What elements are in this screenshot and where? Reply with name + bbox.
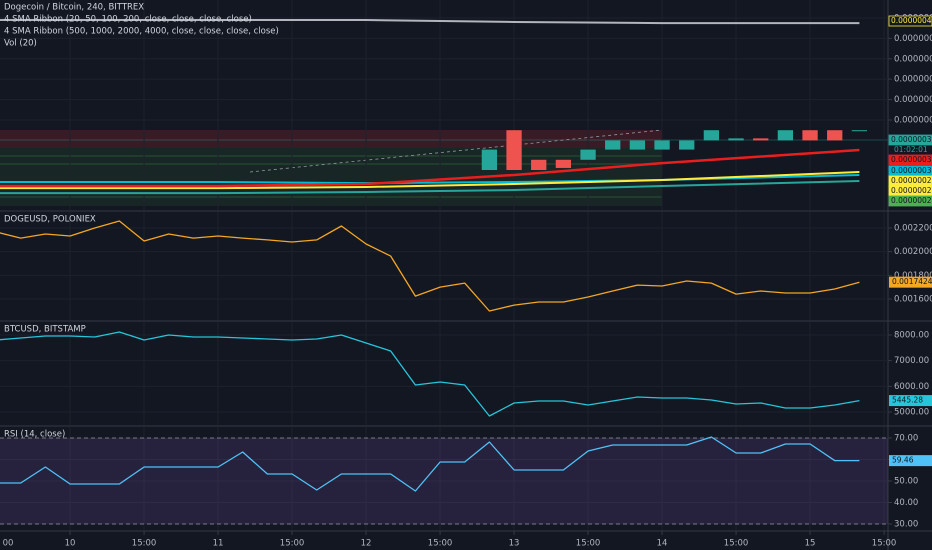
y-tick-label: 5000.00 — [894, 408, 929, 418]
y-tick-label: 40.00 — [894, 498, 918, 508]
indicator-label: 4 SMA Ribbon (20, 50, 100, 200, close, c… — [4, 15, 252, 25]
x-tick-label: 15:00 — [132, 539, 157, 549]
price-line — [0, 331, 860, 417]
y-tick-label: 0.00180000 — [894, 271, 932, 281]
last-value-label: 0.00174249 — [892, 277, 932, 286]
last-value-box — [889, 455, 932, 467]
price-line — [0, 220, 860, 312]
last-value-label: 59.46 — [892, 456, 914, 465]
last-value-box — [889, 395, 932, 407]
candle-body — [506, 130, 522, 170]
last-value-box — [889, 276, 932, 288]
price-label: 0.00000029 — [891, 186, 932, 195]
zone-green — [0, 148, 662, 206]
y-tick-label: 0.00220000 — [894, 223, 932, 233]
candle-body — [827, 130, 843, 141]
indicator-label: Vol (20) — [4, 39, 37, 49]
indicator-label: 4 SMA Ribbon (500, 1000, 2000, 4000, clo… — [4, 27, 279, 37]
y-tick-label: 0.00000042 — [894, 34, 932, 44]
x-tick-label: 15 — [805, 539, 816, 549]
price-label: 0.00000030 — [891, 166, 932, 175]
price-label: 0.00000029 — [891, 176, 932, 185]
countdown: 01:02:01 — [894, 145, 928, 154]
sma-line — [0, 19, 860, 25]
candle-body — [728, 138, 744, 141]
sma-line — [0, 148, 860, 188]
sma-line — [0, 171, 860, 190]
price-label-box — [888, 154, 932, 166]
y-tick-label: 30.00 — [894, 519, 918, 529]
y-tick-label: 0.00160000 — [894, 295, 932, 305]
candle-body — [605, 140, 621, 150]
y-tick-label: 7000.00 — [894, 356, 929, 366]
price-label: 0.00000043 — [891, 16, 932, 25]
x-tick-label: 15:00 — [428, 539, 453, 549]
y-tick-label: 70.00 — [894, 433, 918, 443]
pane-title: RSI (14, close) — [4, 430, 65, 440]
rsi-band — [0, 437, 888, 524]
candle-body — [753, 138, 769, 141]
zone-red — [0, 130, 662, 148]
last-value-label: 5445.28 — [892, 396, 923, 405]
y-tick-label: 8000.00 — [894, 330, 929, 340]
pane-title: BTCUSD, BITSTAMP — [4, 325, 86, 335]
x-tick-label: 15:00 — [280, 539, 305, 549]
candle-body — [481, 149, 498, 170]
candle-body — [629, 140, 646, 150]
price-label: 0.00000032 — [891, 135, 932, 144]
candle-body — [555, 159, 572, 168]
x-tick-label: 10 — [65, 539, 76, 549]
price-line — [0, 436, 860, 492]
x-tick-label: 13 — [509, 539, 520, 549]
x-tick-label: 00 — [3, 539, 14, 549]
y-tick-label: 0.00000034 — [894, 116, 932, 126]
candle-body — [703, 130, 720, 141]
price-label: 0.00000028 — [891, 196, 932, 205]
y-tick-label: 50.00 — [894, 476, 918, 486]
candle-body — [654, 140, 670, 150]
price-label: 0.00000031 — [891, 155, 932, 164]
sma-line — [0, 180, 860, 195]
y-tick-label: 0.00000036 — [894, 95, 932, 105]
price-label-box — [888, 195, 932, 207]
pane-title: DOGEUSD, POLONIEX — [4, 215, 96, 225]
x-tick-label: 12 — [361, 539, 372, 549]
x-tick-label: 14 — [657, 539, 668, 549]
price-label-box — [888, 134, 932, 146]
candle-body — [802, 130, 818, 141]
x-tick-label: 15:00 — [576, 539, 601, 549]
y-tick-label: 0.00000040 — [894, 54, 932, 64]
x-tick-label: 15:00 — [872, 539, 897, 549]
y-tick-label: 0.00200000 — [894, 247, 932, 257]
candle-body — [679, 140, 695, 150]
x-tick-label: 15:00 — [724, 539, 749, 549]
candle-body — [851, 130, 868, 132]
chart-title: Dogecoin / Bitcoin, 240, BITTREX — [4, 3, 144, 13]
candle-body — [531, 159, 547, 170]
candle-body — [580, 149, 596, 160]
y-tick-label: 6000.00 — [894, 382, 929, 392]
candle-body — [777, 130, 794, 141]
price-label-box — [888, 15, 932, 27]
x-tick-label: 11 — [213, 539, 224, 549]
y-tick-label: 0.00000038 — [894, 75, 932, 85]
